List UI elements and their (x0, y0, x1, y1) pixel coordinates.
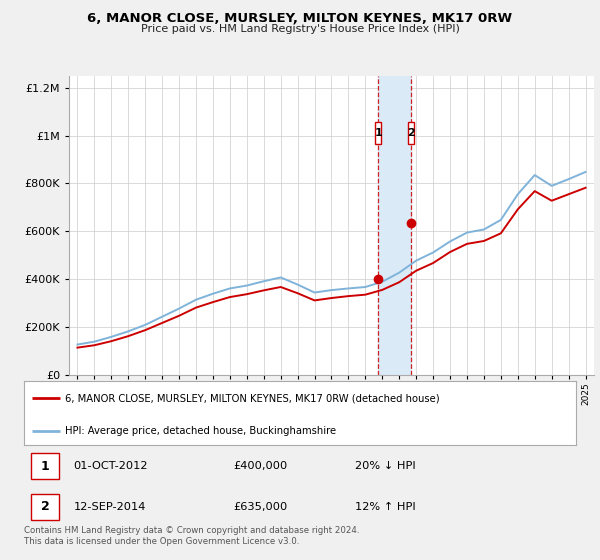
Text: 1: 1 (41, 460, 49, 473)
Bar (378, 76, 411, 375)
FancyBboxPatch shape (408, 122, 415, 144)
Text: Price paid vs. HM Land Registry's House Price Index (HPI): Price paid vs. HM Land Registry's House … (140, 24, 460, 34)
Text: 12-SEP-2014: 12-SEP-2014 (74, 502, 146, 512)
Text: 6, MANOR CLOSE, MURSLEY, MILTON KEYNES, MK17 0RW: 6, MANOR CLOSE, MURSLEY, MILTON KEYNES, … (88, 12, 512, 25)
FancyBboxPatch shape (31, 494, 59, 520)
Text: £400,000: £400,000 (234, 461, 288, 471)
Text: 6, MANOR CLOSE, MURSLEY, MILTON KEYNES, MK17 0RW (detached house): 6, MANOR CLOSE, MURSLEY, MILTON KEYNES, … (65, 393, 440, 403)
Text: 1: 1 (374, 128, 382, 138)
Text: 2: 2 (41, 501, 49, 514)
Text: 01-OCT-2012: 01-OCT-2012 (74, 461, 148, 471)
FancyBboxPatch shape (375, 122, 381, 144)
Text: £635,000: £635,000 (234, 502, 288, 512)
Text: 20% ↓ HPI: 20% ↓ HPI (355, 461, 416, 471)
Text: 2: 2 (407, 128, 415, 138)
Text: 12% ↑ HPI: 12% ↑ HPI (355, 502, 416, 512)
FancyBboxPatch shape (31, 453, 59, 479)
Text: Contains HM Land Registry data © Crown copyright and database right 2024.
This d: Contains HM Land Registry data © Crown c… (24, 526, 359, 546)
Text: HPI: Average price, detached house, Buckinghamshire: HPI: Average price, detached house, Buck… (65, 426, 337, 436)
